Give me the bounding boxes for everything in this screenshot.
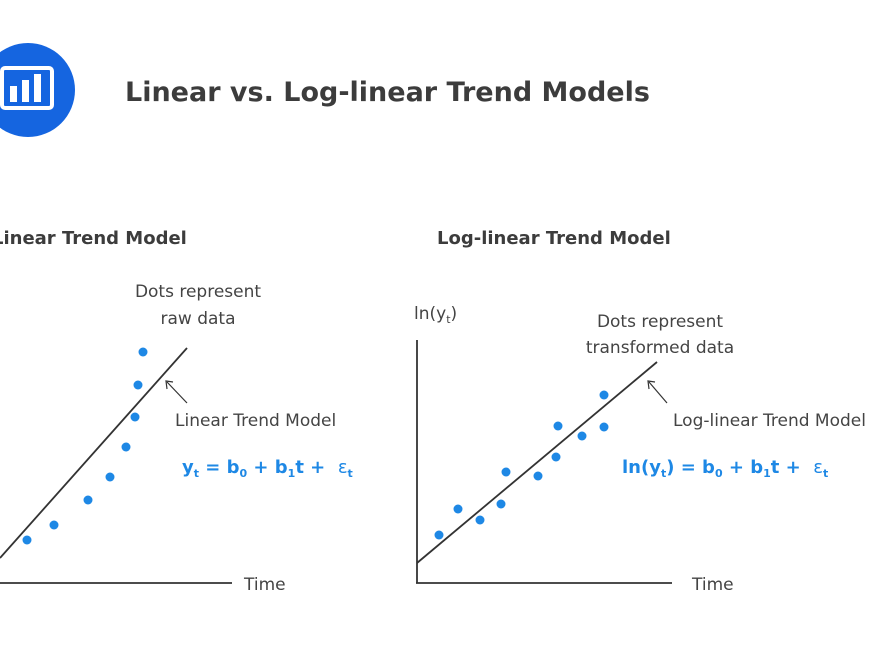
panel-title: Linear Trend Model <box>0 228 187 249</box>
formula-sub: t <box>661 467 666 480</box>
formula-part: + b <box>723 457 764 478</box>
formula-sub: 0 <box>715 467 723 480</box>
line-label: Linear Trend Model <box>175 411 336 431</box>
arrow <box>647 380 668 404</box>
x-axis-label: Time <box>243 575 286 595</box>
formula-sub: t <box>348 467 353 480</box>
formula-part: ε <box>338 457 348 478</box>
x-axis-label: Time <box>691 575 734 595</box>
data-dots <box>22 347 148 545</box>
label-part: ln(y <box>414 304 446 324</box>
formula-sub: 0 <box>240 467 248 480</box>
logo-icon <box>0 43 75 137</box>
formula-sub: t <box>194 467 199 480</box>
formula-sub: 1 <box>763 467 771 480</box>
page-title: Linear vs. Log-linear Trend Models <box>125 77 650 108</box>
formula-part: y <box>182 457 194 478</box>
formula-sub: t <box>823 467 828 480</box>
formula: yt = b0 + b1t + εt <box>182 457 353 480</box>
formula-part: ln(y <box>622 457 661 478</box>
note-line: raw data <box>160 309 235 329</box>
note-line: transformed data <box>586 338 734 358</box>
label-part: ) <box>451 304 458 324</box>
formula-sub: 1 <box>288 467 296 480</box>
y-axis-label: ln(yt) <box>414 304 457 326</box>
data-dots <box>434 390 609 540</box>
line-label: Log-linear Trend Model <box>673 411 866 431</box>
formula-part: + b <box>247 457 288 478</box>
trend-line <box>416 361 658 564</box>
formula-part: ε <box>813 457 823 478</box>
formula-part: = b <box>199 457 240 478</box>
formula-part: ) = b <box>666 457 715 478</box>
formula: ln(yt) = b0 + b1t + εt <box>622 457 828 480</box>
trend-line <box>0 347 188 559</box>
arrow <box>165 380 188 404</box>
note-line: Dots represent <box>597 312 723 332</box>
note-line: Dots represent <box>135 282 261 302</box>
formula-part: t + <box>295 457 338 478</box>
formula-part: t + <box>771 457 814 478</box>
panel-title: Log-linear Trend Model <box>437 228 671 249</box>
label-sub: t <box>446 313 451 326</box>
